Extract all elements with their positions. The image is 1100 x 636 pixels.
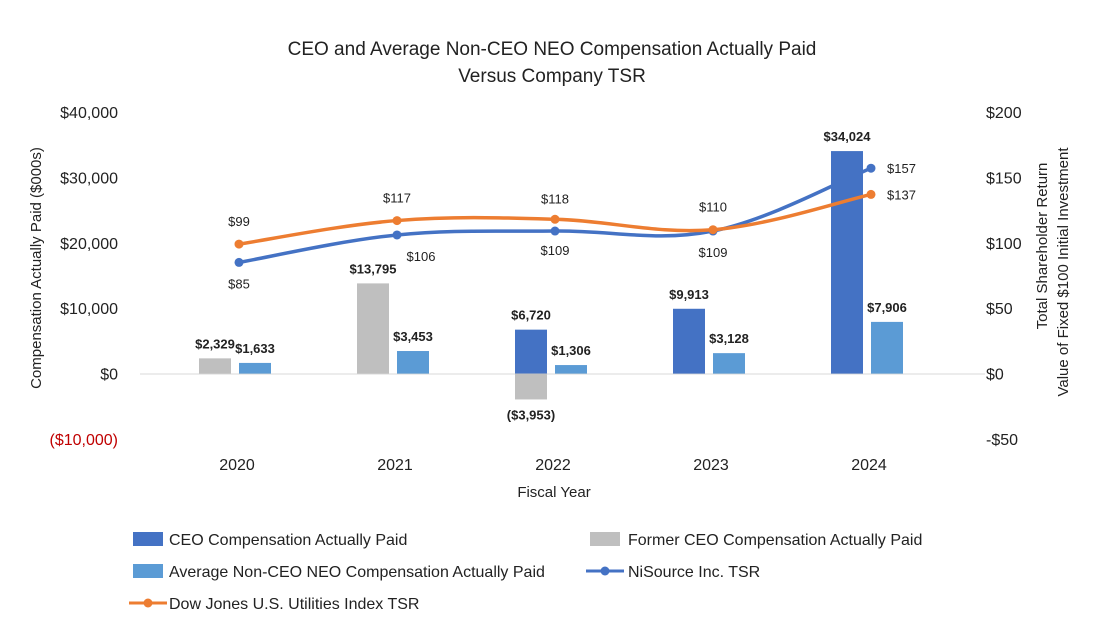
chart-title-line1: CEO and Average Non-CEO NEO Compensation…	[288, 39, 817, 60]
x-axis-ticks: 2020 2021 2022 2023 2024	[219, 457, 887, 474]
bar-label-former: $13,795	[350, 261, 397, 276]
x-tick-label: 2024	[851, 457, 887, 474]
x-tick-label: 2023	[693, 457, 729, 474]
y2-axis-ticks: $200 $150 $100 $50 $0 -$50	[986, 105, 1022, 449]
point-label-ni: $106	[407, 249, 436, 264]
legend-label-neo: Average Non-CEO NEO Compensation Actuall…	[169, 564, 545, 581]
y-tick-label: $0	[100, 367, 118, 384]
bar-label-former: $2,329	[195, 336, 235, 351]
bar-neo	[555, 365, 587, 374]
y-axis-title: Compensation Actually Paid ($000s)	[28, 147, 45, 389]
legend-marker-nisource	[600, 566, 610, 576]
y-tick-label: $40,000	[60, 105, 118, 122]
bar-ceo	[515, 329, 547, 374]
point-ni	[392, 230, 402, 240]
point-ni	[866, 163, 876, 173]
y-tick-label: ($10,000)	[50, 432, 119, 449]
point-label-dj: $99	[228, 214, 250, 229]
y2-tick-label: $150	[986, 170, 1022, 187]
bar-neo	[239, 362, 271, 374]
y2-tick-label: $50	[986, 301, 1013, 318]
bar-label-neo: $3,128	[709, 331, 749, 346]
point-ni	[234, 257, 244, 267]
x-tick-label: 2021	[377, 457, 413, 474]
point-label-dj: $118	[541, 191, 569, 206]
point-label-dj: $110	[699, 200, 727, 215]
bar-label-neo: $3,453	[393, 329, 433, 344]
legend-label-former-ceo: Former CEO Compensation Actually Paid	[628, 532, 922, 549]
legend-swatch-neo	[133, 564, 163, 578]
point-ni	[550, 226, 560, 236]
x-tick-label: 2022	[535, 457, 571, 474]
bar-former	[515, 373, 547, 400]
y2-tick-label: $0	[986, 367, 1004, 384]
bar-label-neo: $1,306	[551, 343, 591, 358]
y-tick-label: $20,000	[60, 236, 118, 253]
bar-neo	[397, 351, 429, 374]
y2-tick-label: $100	[986, 236, 1022, 253]
bar-former	[357, 283, 389, 374]
point-label-ni: $109	[699, 245, 728, 260]
legend-label-nisource: NiSource Inc. TSR	[628, 564, 760, 581]
bar-label-former: ($3,953)	[507, 407, 555, 422]
y2-tick-label: $200	[986, 105, 1022, 122]
legend-marker-dow-jones	[143, 598, 153, 608]
point-label-ni: $109	[541, 243, 570, 258]
y2-axis-title-line1: Total Shareholder Return	[1034, 163, 1051, 330]
x-tick-label: 2020	[219, 457, 255, 474]
bar-label-neo: $7,906	[867, 300, 907, 315]
point-dj	[392, 216, 402, 226]
point-label-ni: $85	[228, 276, 250, 291]
y2-tick-label: -$50	[986, 432, 1018, 449]
point-dj	[866, 189, 876, 199]
bar-label-ceo: $9,913	[669, 287, 709, 302]
x-axis-title: Fiscal Year	[517, 484, 590, 501]
y-tick-label: $10,000	[60, 301, 118, 318]
bar-label-ceo: $6,720	[511, 308, 551, 323]
bar-label-ceo: $34,024	[824, 129, 872, 144]
point-label-ni: $157	[887, 161, 916, 176]
point-dj	[708, 225, 718, 235]
bar-ceo	[673, 308, 705, 374]
legend-label-ceo: CEO Compensation Actually Paid	[169, 532, 407, 549]
point-label-dj: $137	[887, 187, 916, 202]
legend-label-dow-jones: Dow Jones U.S. Utilities Index TSR	[169, 596, 419, 613]
point-label-dj: $117	[383, 191, 411, 206]
bar-neo	[871, 321, 903, 374]
bar-neo	[713, 353, 745, 374]
line-series: $85 $106 $109 $109 $157 $99 $117 $118 $110 $137	[228, 161, 916, 291]
chart-title-line2: Versus Company TSR	[458, 66, 646, 87]
legend-swatch-former-ceo	[590, 532, 620, 546]
y2-axis-title-line2: Value of Fixed $100 Initial Investment	[1055, 147, 1072, 397]
bar-series: $6,720 $9,913 $34,024 $2,329 $13,795 ($3,953)…	[195, 129, 907, 422]
y-axis-ticks: $40,000 $30,000 $20,000 $10,000 $0 ($10,000)	[50, 105, 119, 449]
bar-former	[199, 358, 231, 374]
bar-label-neo: $1,633	[235, 341, 275, 356]
legend-swatch-ceo	[133, 532, 163, 546]
y-tick-label: $30,000	[60, 170, 118, 187]
point-dj	[550, 214, 560, 224]
legend: CEO Compensation Actually Paid Former CE…	[129, 532, 922, 613]
point-dj	[234, 239, 244, 249]
bar-ceo	[831, 151, 863, 374]
